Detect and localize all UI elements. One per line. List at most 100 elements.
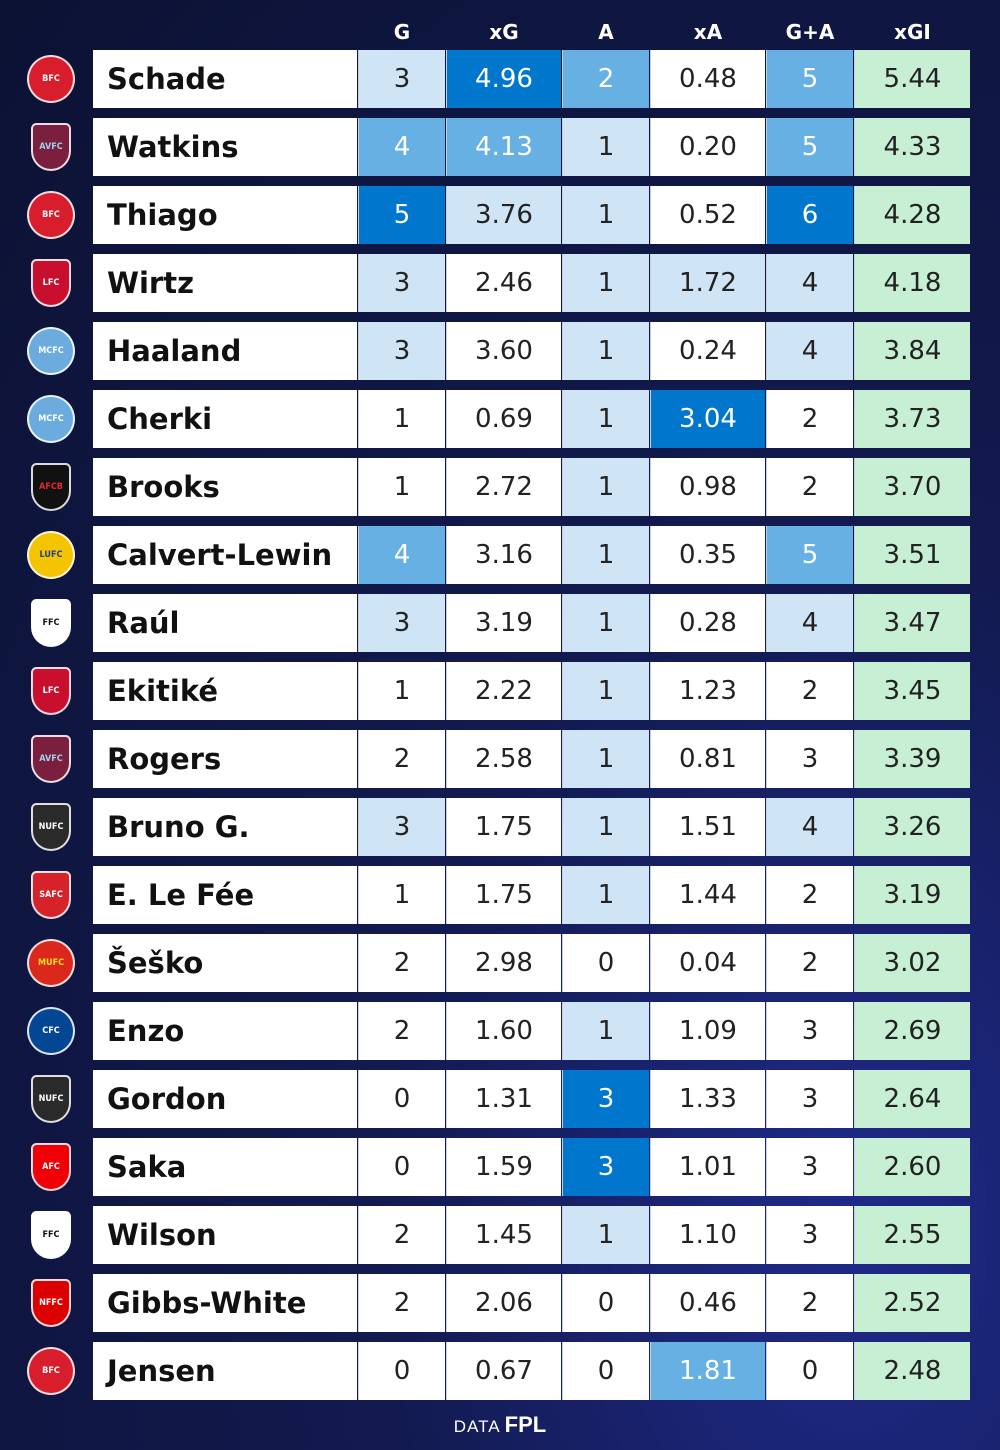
stat-cell-a: 3 [562,1070,649,1128]
brentford-crest-icon: BFC [27,1347,75,1395]
table-row: CFC Enzo 2 1.60 1 1.09 3 2.69 [0,1002,1000,1060]
stat-cell-g: 3 [358,50,445,108]
leeds-crest-icon: LUFC [27,531,75,579]
stat-cell-xgi: 3.47 [854,594,970,652]
stat-cell-ga: 2 [766,390,853,448]
table-row: LFC Wirtz 3 2.46 1 1.72 4 4.18 [0,254,1000,312]
stat-cell-xa: 1.33 [650,1070,765,1128]
table-row: AVFC Rogers 2 2.58 1 0.81 3 3.39 [0,730,1000,788]
stat-cell-xgi: 5.44 [854,50,970,108]
stat-cell-xa: 0.98 [650,458,765,516]
table-row: AFC Saka 0 1.59 3 1.01 3 2.60 [0,1138,1000,1196]
stat-cell-xa: 1.01 [650,1138,765,1196]
table-row: FFC Wilson 2 1.45 1 1.10 3 2.55 [0,1206,1000,1264]
table-row: MCFC Cherki 1 0.69 1 3.04 2 3.73 [0,390,1000,448]
stat-cell-a: 1 [562,526,649,584]
footer-label: DATA [453,1417,501,1436]
stat-cell-g: 3 [358,594,445,652]
stat-cell-a: 1 [562,730,649,788]
stat-cell-xgi: 2.69 [854,1002,970,1060]
brentford-crest-icon: BFC [27,191,75,239]
stat-cell-g: 2 [358,1002,445,1060]
stat-cell-ga: 3 [766,1070,853,1128]
stat-cell-ga: 3 [766,1002,853,1060]
table-row: LUFC Calvert-Lewin 4 3.16 1 0.35 5 3.51 [0,526,1000,584]
table-row: NUFC Bruno G. 3 1.75 1 1.51 4 3.26 [0,798,1000,856]
stat-cell-ga: 2 [766,1274,853,1332]
table-row: SAFC E. Le Fée 1 1.75 1 1.44 2 3.19 [0,866,1000,924]
stat-cell-xg: 3.19 [446,594,561,652]
stat-cell-ga: 2 [766,866,853,924]
table-row: LFC Ekitiké 1 2.22 1 1.23 2 3.45 [0,662,1000,720]
stat-cell-xgi: 3.45 [854,662,970,720]
stat-cell-g: 5 [358,186,445,244]
stat-cell-xa: 0.35 [650,526,765,584]
table-row: BFC Jensen 0 0.67 0 1.81 0 2.48 [0,1342,1000,1400]
player-name: Jensen [93,1342,357,1400]
table-row: MUFC Šeško 2 2.98 0 0.04 2 3.02 [0,934,1000,992]
stat-cell-xgi: 3.70 [854,458,970,516]
stat-cell-a: 1 [562,1206,649,1264]
player-name: Thiago [93,186,357,244]
stat-cell-xgi: 3.84 [854,322,970,380]
stat-cell-ga: 2 [766,934,853,992]
stat-cell-xg: 1.59 [446,1138,561,1196]
stat-cell-xgi: 3.73 [854,390,970,448]
stat-cell-xg: 4.13 [446,118,561,176]
newcastle-crest-icon: NUFC [31,803,71,851]
stat-cell-xgi: 3.39 [854,730,970,788]
stat-cell-a: 1 [562,798,649,856]
player-name: Schade [93,50,357,108]
player-name: Rogers [93,730,357,788]
stat-cell-g: 4 [358,526,445,584]
table-row: BFC Thiago 5 3.76 1 0.52 6 4.28 [0,186,1000,244]
stat-cell-g: 1 [358,458,445,516]
stat-cell-xa: 0.28 [650,594,765,652]
stat-cell-xa: 0.48 [650,50,765,108]
stat-cell-xg: 2.72 [446,458,561,516]
stat-cell-xgi: 2.48 [854,1342,970,1400]
data-source-footer: DATA FPL [0,1412,1000,1438]
player-name: E. Le Fée [93,866,357,924]
stat-cell-xa: 1.44 [650,866,765,924]
stat-cell-g: 2 [358,1274,445,1332]
stat-cell-g: 2 [358,730,445,788]
stat-cell-a: 1 [562,866,649,924]
fulham-crest-icon: FFC [31,1211,71,1259]
stat-cell-g: 0 [358,1138,445,1196]
table-row: BFC Schade 3 4.96 2 0.48 5 5.44 [0,50,1000,108]
stat-cell-xg: 2.98 [446,934,561,992]
column-header-xgi: xGI [894,20,931,44]
stat-cell-xg: 2.46 [446,254,561,312]
column-header-g: G [393,20,411,44]
stat-cell-a: 2 [562,50,649,108]
stat-cell-xg: 1.31 [446,1070,561,1128]
stat-cell-a: 1 [562,118,649,176]
stat-cell-a: 1 [562,458,649,516]
stat-cell-g: 2 [358,934,445,992]
stat-cell-ga: 3 [766,730,853,788]
stat-cell-xgi: 2.55 [854,1206,970,1264]
bournemouth-crest-icon: AFCB [31,463,71,511]
player-name: Haaland [93,322,357,380]
table-row: NUFC Gordon 0 1.31 3 1.33 3 2.64 [0,1070,1000,1128]
stat-cell-ga: 4 [766,798,853,856]
aston-villa-crest-icon: AVFC [31,735,71,783]
player-name: Watkins [93,118,357,176]
table-row: NFFC Gibbs-White 2 2.06 0 0.46 2 2.52 [0,1274,1000,1332]
brentford-crest-icon: BFC [27,55,75,103]
nottm-forest-crest-icon: NFFC [31,1279,71,1327]
stat-cell-xa: 0.46 [650,1274,765,1332]
stat-cell-xg: 3.76 [446,186,561,244]
stat-cell-xgi: 2.64 [854,1070,970,1128]
stat-cell-a: 1 [562,186,649,244]
stat-cell-a: 0 [562,934,649,992]
player-name: Ekitiké [93,662,357,720]
stat-cell-ga: 3 [766,1206,853,1264]
stat-cell-xg: 1.75 [446,798,561,856]
man-utd-crest-icon: MUFC [27,939,75,987]
stat-cell-ga: 5 [766,526,853,584]
stat-cell-xa: 0.52 [650,186,765,244]
stat-cell-ga: 4 [766,594,853,652]
